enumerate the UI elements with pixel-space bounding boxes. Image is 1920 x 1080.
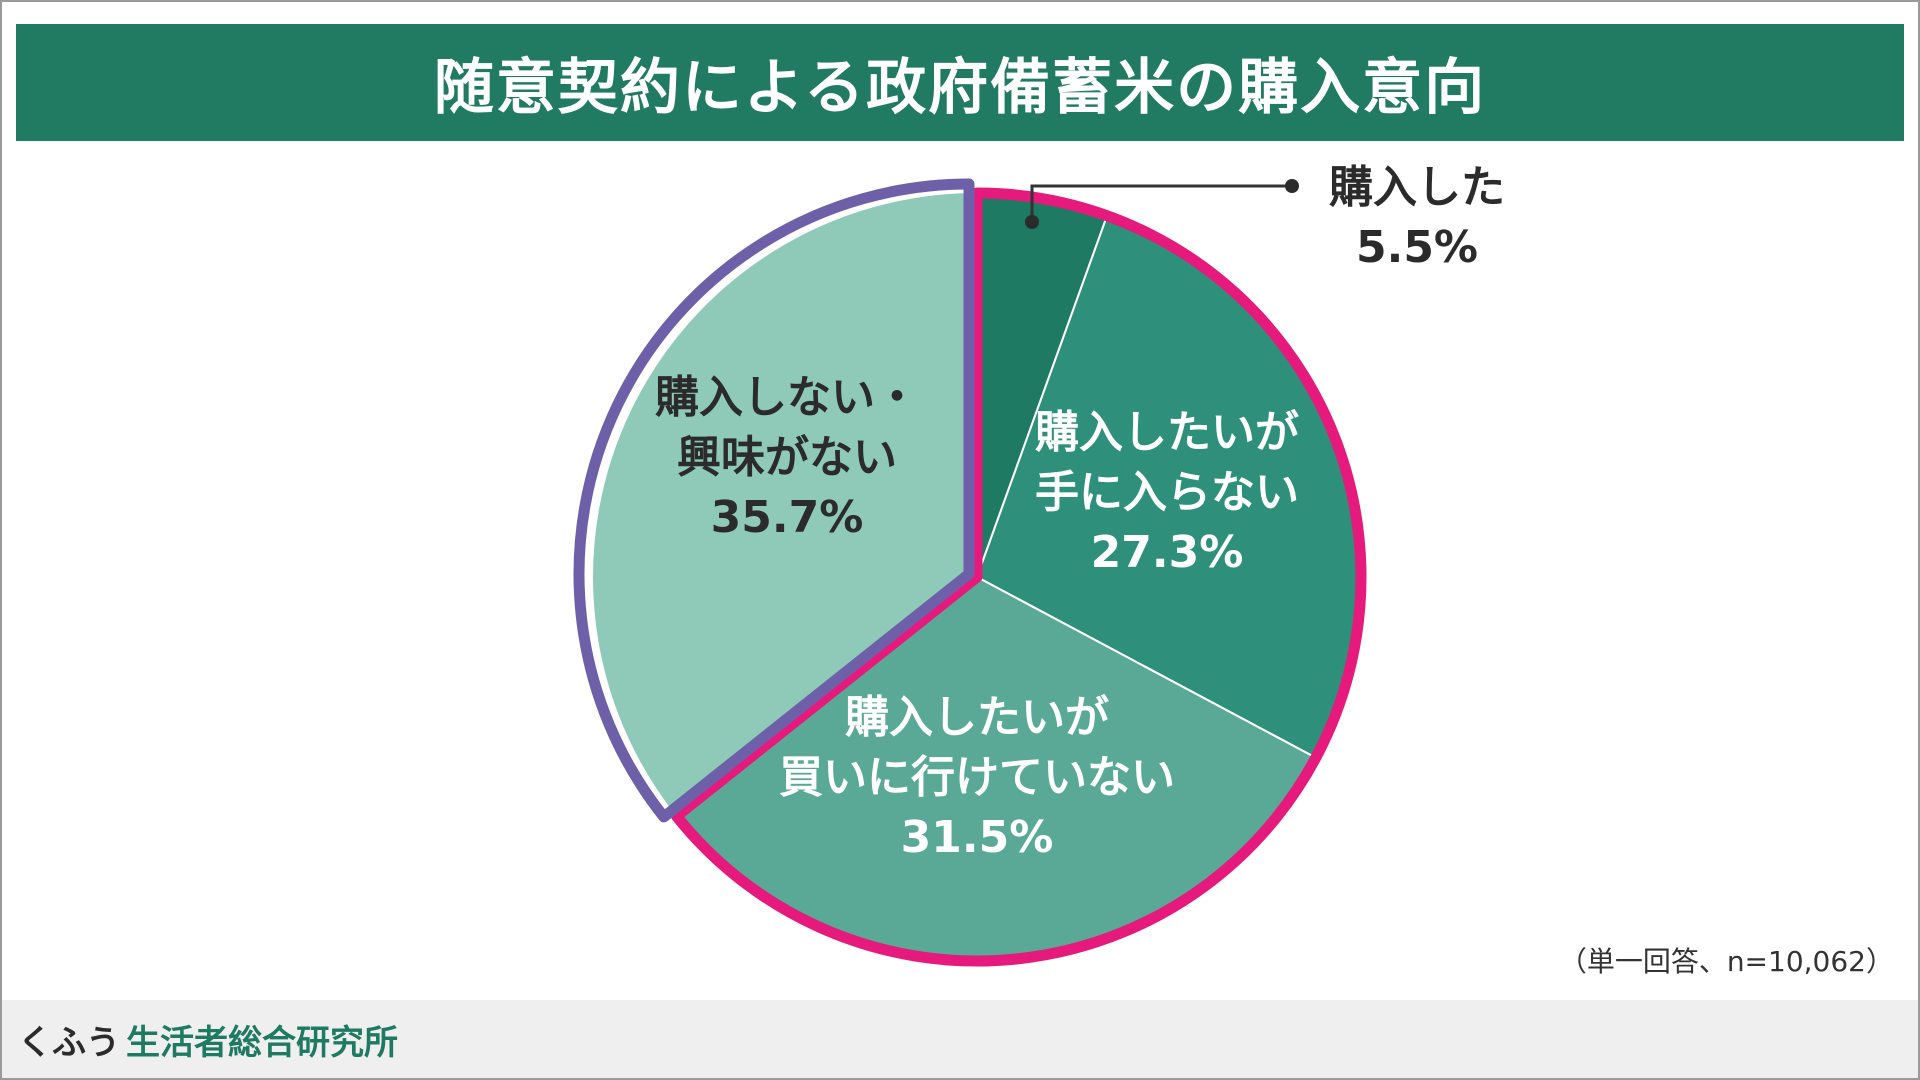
slice-label: 購入したいが手に入らない 27.3% xyxy=(1035,407,1299,578)
leader-dot xyxy=(1025,215,1039,229)
slice-value: 35.7% xyxy=(711,492,864,543)
pie-slice xyxy=(591,190,978,819)
slice-label: 購入しない・興味がない 35.7% xyxy=(655,372,919,543)
slice-value: 27.3% xyxy=(1091,527,1244,578)
slice-label: 購入したいが買いに行けていない 31.5% xyxy=(779,692,1175,863)
group-outline xyxy=(573,178,975,823)
slice-value: 5.5% xyxy=(1356,222,1478,273)
slice-label-line: 購入した xyxy=(1329,162,1505,213)
footer-brand: くふう xyxy=(18,1022,120,1063)
slice-label-line: 手に入らない xyxy=(1035,467,1299,518)
slice-label-line: 買いに行けていない xyxy=(779,752,1175,803)
slice-label-line: 興味がない xyxy=(677,432,897,483)
slice-label-line: 購入しない・ xyxy=(655,372,919,423)
leader-dot xyxy=(1285,179,1299,193)
chart-title: 随意契約による政府備蓄米の購入意向 xyxy=(433,53,1487,123)
sample-note: （単一回答、n=10,062） xyxy=(1558,945,1894,978)
leader-line xyxy=(1030,184,1292,222)
slice-label-line: 購入したいが xyxy=(845,692,1109,743)
title-bar: 随意契約による政府備蓄米の購入意向 xyxy=(16,24,1904,141)
group-outline xyxy=(671,187,1367,967)
slice-label-line: 購入したいが xyxy=(1035,407,1299,458)
slice-value: 31.5% xyxy=(901,812,1054,863)
footer: くふう 生活者総合研究所 xyxy=(2,1000,1918,1078)
footer-org: 生活者総合研究所 xyxy=(126,1022,398,1063)
slice-label: 購入した 5.5% xyxy=(1329,162,1505,273)
